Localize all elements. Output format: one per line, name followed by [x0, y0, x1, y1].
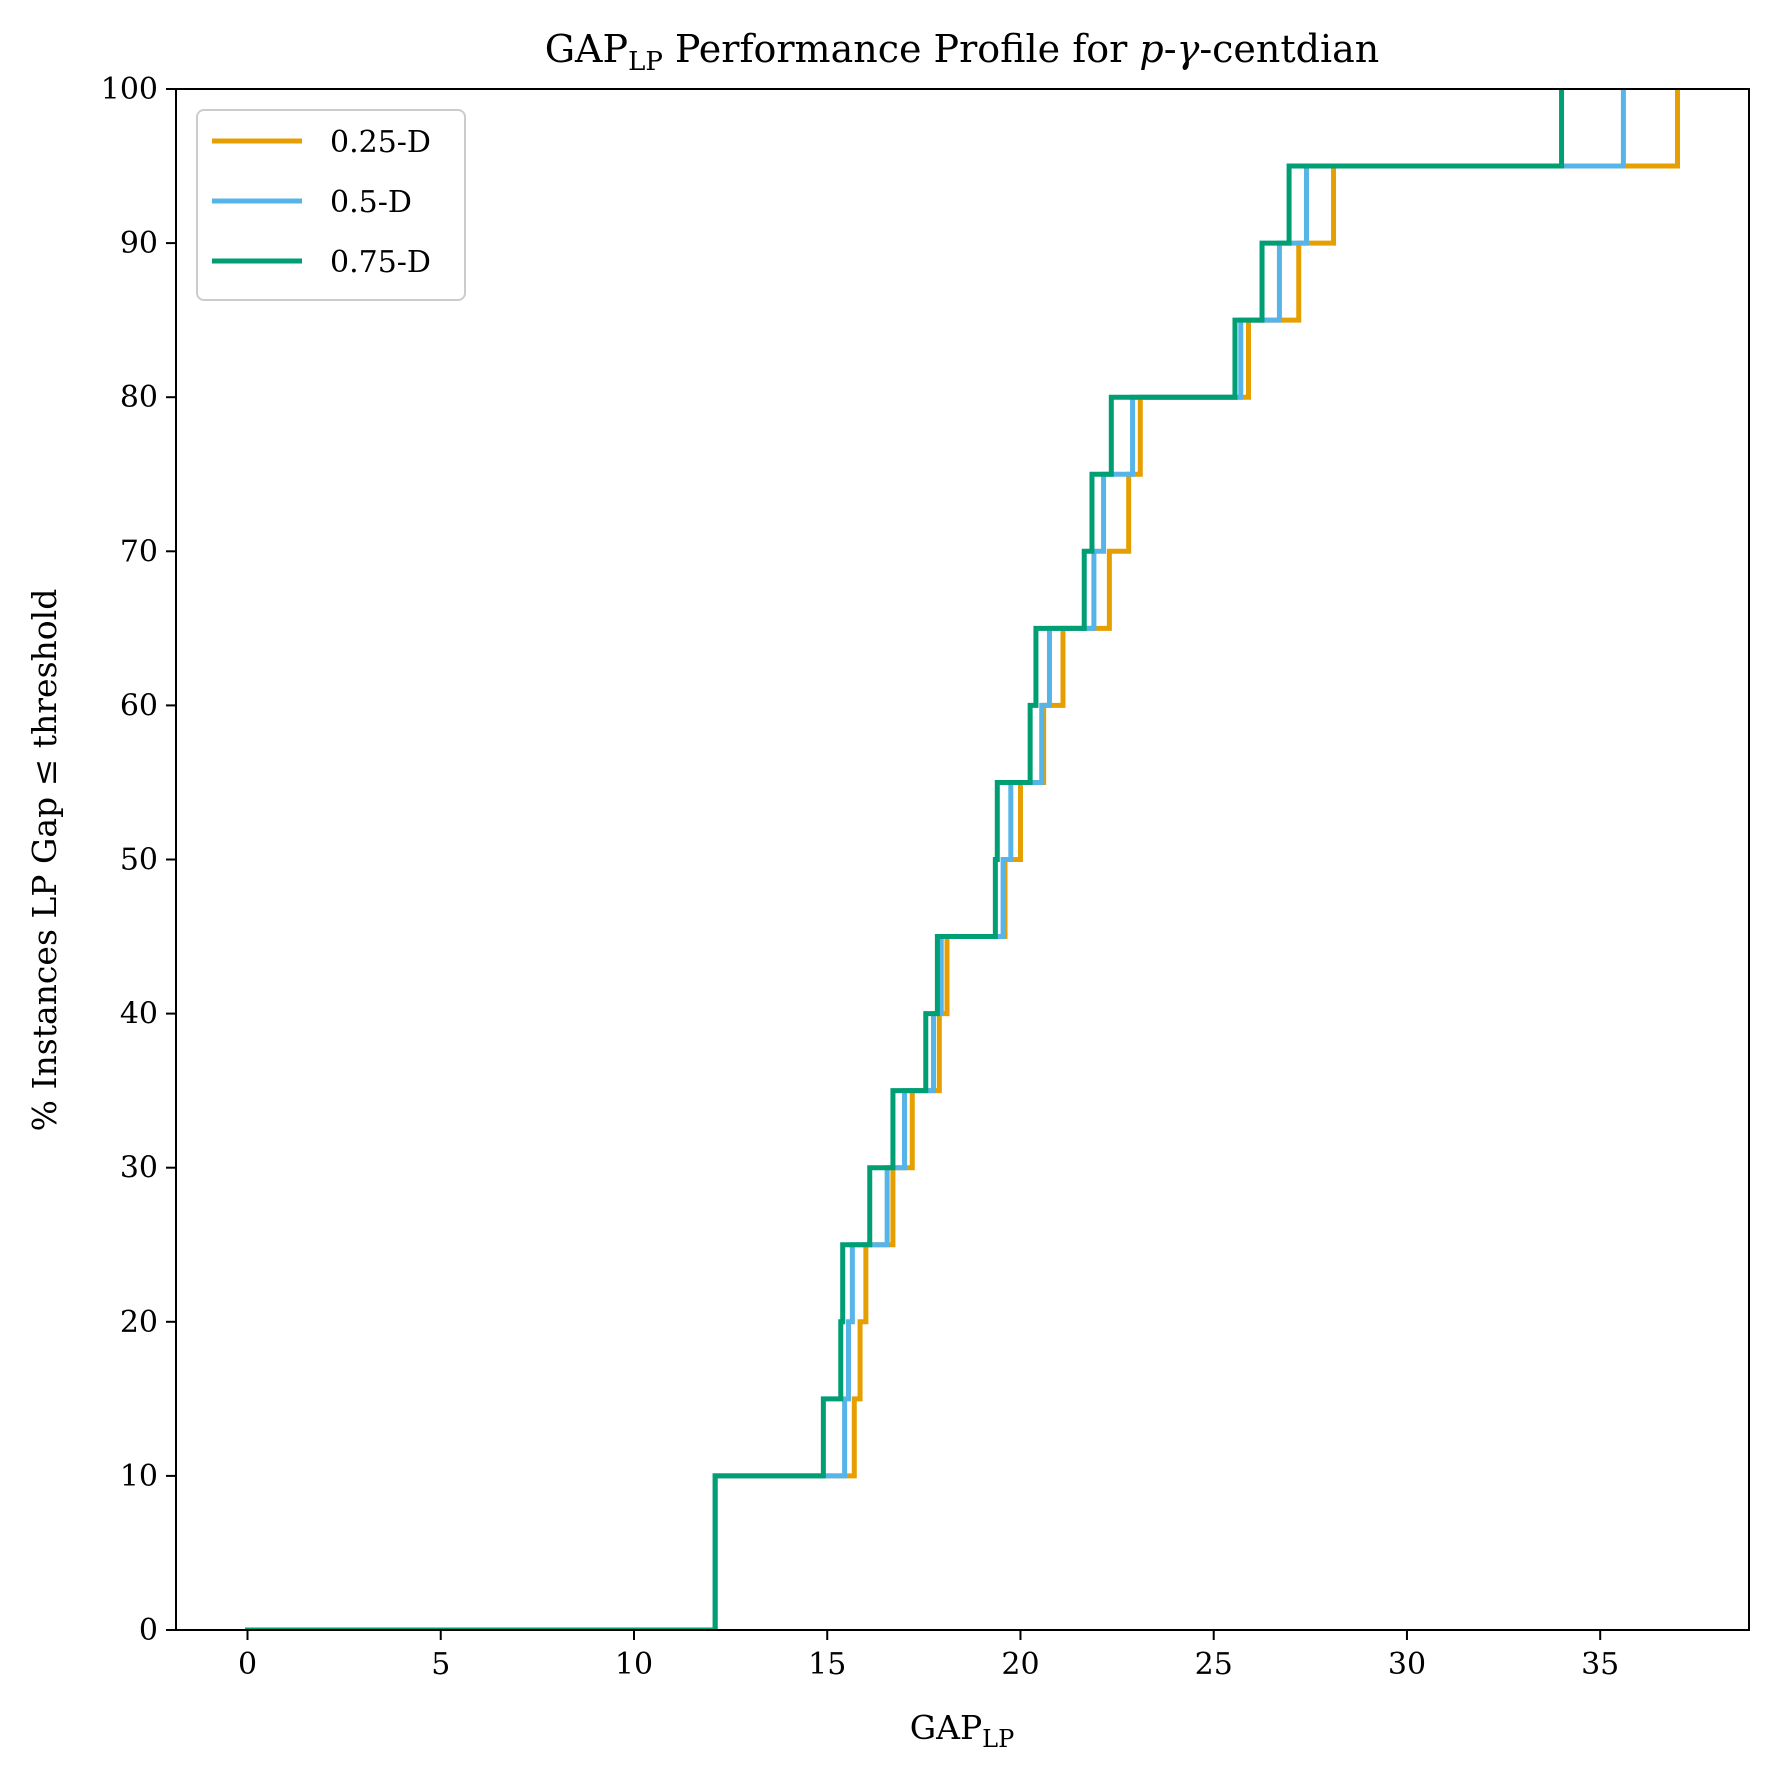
- x-tick-label: 20: [1001, 1647, 1039, 1682]
- legend: 0.25-D 0.5-D 0.75-D: [196, 109, 466, 301]
- y-tick-label: 100: [101, 72, 158, 107]
- legend-label-0.5-D: 0.5-D: [330, 185, 412, 220]
- x-axis-label: GAPLP: [910, 1708, 1015, 1753]
- x-tick-label: 25: [1195, 1647, 1233, 1682]
- series-line-0.5-D: [245, 89, 1626, 1630]
- series-layer: [245, 89, 1680, 1630]
- y-tick-label: 60: [120, 688, 158, 723]
- x-tick-label: 35: [1581, 1647, 1619, 1682]
- chart-title: GAPLP Performance Profile for p-γ-centdi…: [545, 27, 1380, 77]
- y-tick-label: 80: [120, 380, 158, 415]
- x-tick-label: 5: [431, 1647, 450, 1682]
- x-axis-ticks: 0 5 10 15 20 25 30 35: [238, 1630, 1619, 1682]
- y-axis-label: % Instances LP Gap ≤ threshold: [25, 589, 64, 1132]
- x-tick-label: 30: [1388, 1647, 1426, 1682]
- legend-label-0.25-D: 0.25-D: [330, 125, 431, 160]
- y-tick-label: 90: [120, 226, 158, 261]
- y-axis-ticks: 0 10 20 30 40 50 60 70 80 90 100: [101, 72, 176, 1648]
- x-tick-label: 0: [238, 1647, 257, 1682]
- x-tick-label: 15: [808, 1647, 846, 1682]
- y-tick-label: 10: [120, 1459, 158, 1494]
- series-line-0.25-D: [245, 89, 1680, 1630]
- y-tick-label: 40: [120, 997, 158, 1032]
- plot-frame: [175, 88, 1750, 1631]
- y-tick-label: 0: [139, 1613, 158, 1648]
- y-tick-label: 70: [120, 534, 158, 569]
- y-tick-label: 30: [120, 1151, 158, 1186]
- y-tick-label: 50: [120, 843, 158, 878]
- x-tick-label: 10: [615, 1647, 653, 1682]
- series-line-0.75-D: [245, 89, 1565, 1630]
- y-tick-label: 20: [120, 1305, 158, 1340]
- legend-box: [196, 109, 466, 301]
- legend-label-0.75-D: 0.75-D: [330, 245, 431, 280]
